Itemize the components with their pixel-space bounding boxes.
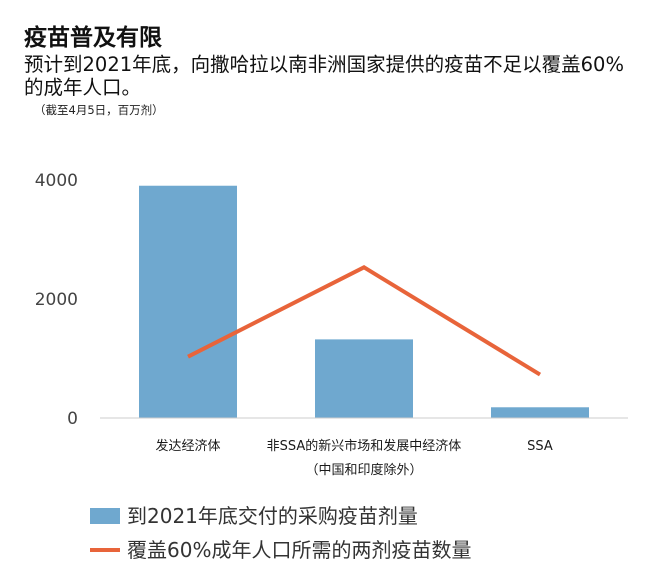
bars <box>139 185 589 418</box>
y-tick-label: 4000 <box>35 171 78 191</box>
legend-swatch-bar <box>90 508 120 524</box>
bar <box>139 185 237 418</box>
x-category-label: SSA <box>527 439 553 454</box>
chart-subtitle: 预计到2021年底，向撒哈拉以南非洲国家提供的疫苗不足以覆盖60%的成年人口。 <box>24 53 624 99</box>
bar <box>315 339 413 418</box>
chart-note: （截至4月5日，百万剂） <box>34 103 164 117</box>
y-axis-ticks: 0 2000 4000 <box>35 171 78 429</box>
chart-title: 疫苗普及有限 <box>24 25 162 51</box>
x-category-label: 非SSA的新兴市场和发展中经济体 <box>267 438 462 454</box>
line-series <box>187 265 542 377</box>
x-category-label: 发达经济体 <box>155 438 220 454</box>
x-category-label: （中国和印度除外） <box>305 462 422 478</box>
legend-label: 覆盖60%成年人口所需的两剂疫苗数量 <box>127 538 471 562</box>
y-tick-label: 2000 <box>35 290 78 310</box>
bar <box>491 407 589 418</box>
category-labels: 发达经济体 非SSA的新兴市场和发展中经济体 （中国和印度除外） SSA <box>155 438 552 478</box>
legend-label: 到2021年底交付的采购疫苗剂量 <box>127 504 418 528</box>
y-tick-label: 0 <box>67 409 78 429</box>
